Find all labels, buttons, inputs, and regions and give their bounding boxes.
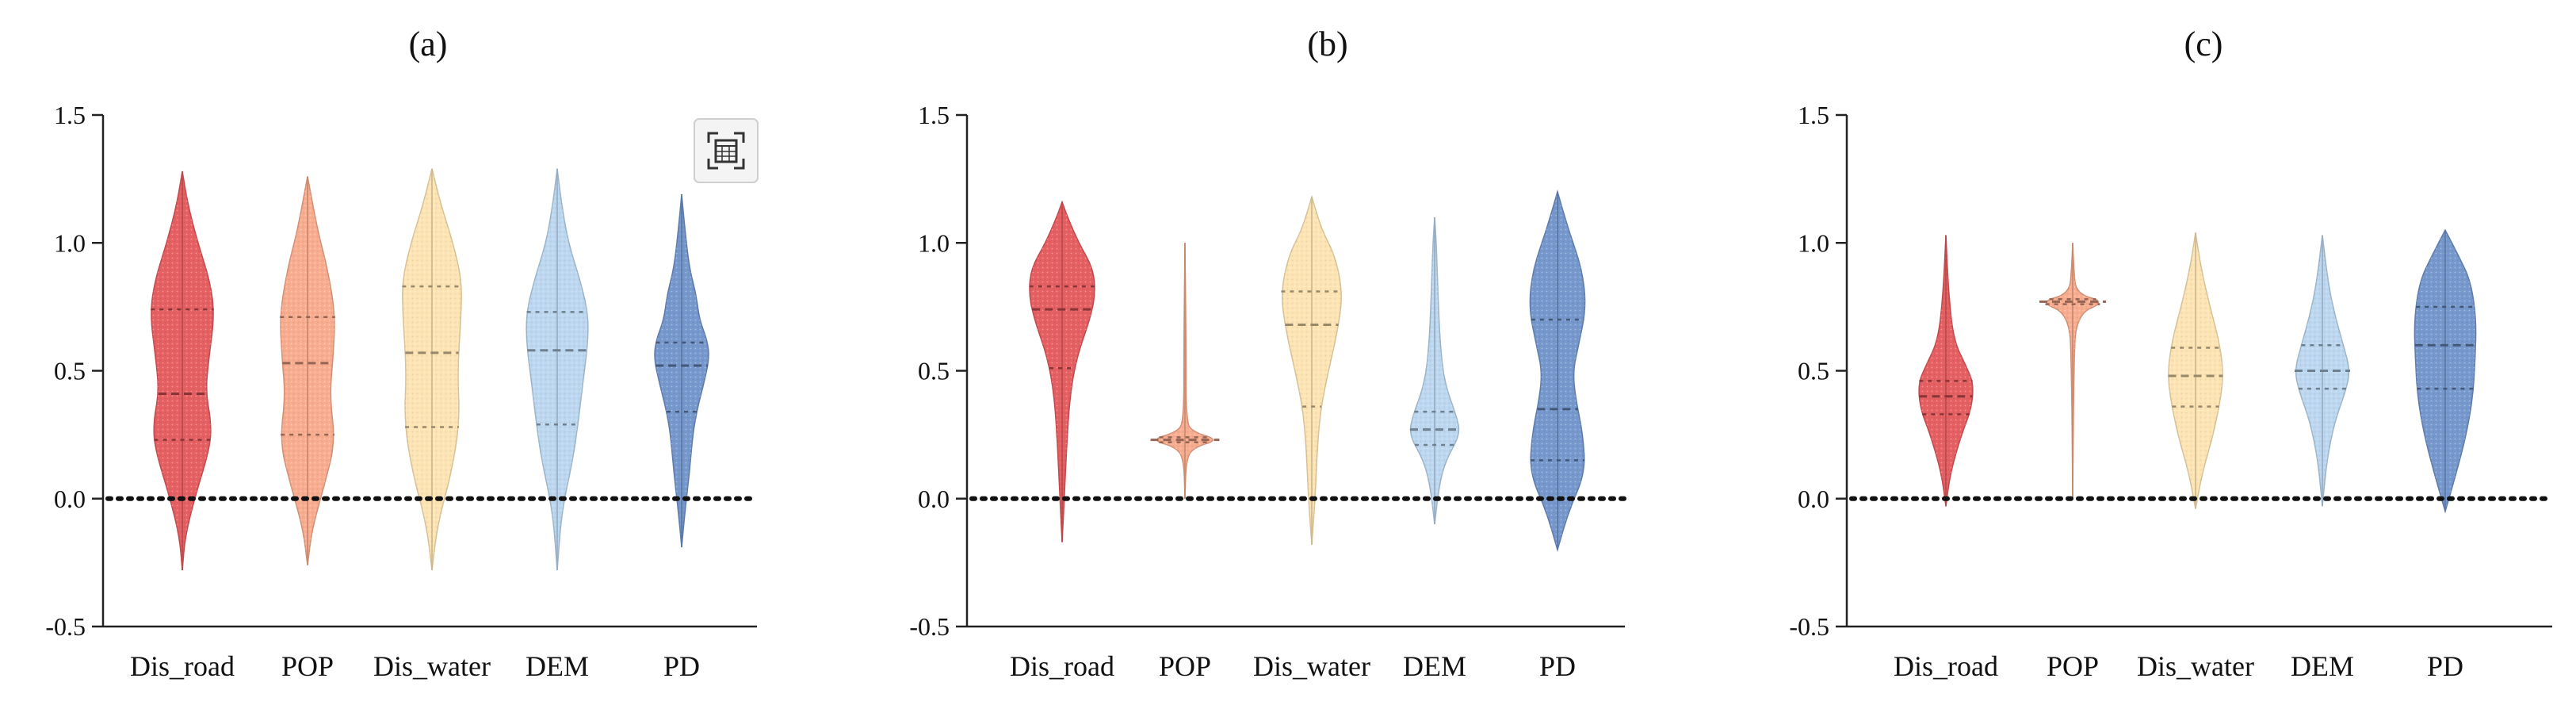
y-tick-label: 0.0 (54, 485, 86, 513)
calculator-icon (707, 132, 745, 170)
x-tick-label: PD (2427, 650, 2463, 682)
panel-title: (a) (409, 25, 448, 63)
x-tick-label: POP (1159, 650, 1211, 682)
y-tick-label: 1.0 (54, 228, 86, 257)
x-tick-label: Dis_water (2137, 650, 2254, 682)
panel-a: (a) -0.5 0.0 0.5 1.0 1.5 Dis_road POP Dis_water D… (45, 25, 759, 682)
x-tick-label: PD (1539, 650, 1576, 682)
x-tick-label: DEM (526, 650, 589, 682)
y-tick-label: 1.0 (918, 228, 950, 257)
panel-b: (b) -0.5 0.0 0.5 1.0 1.5 Dis_road POP Dis_water D… (909, 25, 1627, 682)
violin-dis-road (151, 171, 214, 571)
y-tick-label: 0.0 (918, 485, 950, 513)
y-tick-label: 1.5 (1798, 101, 1829, 129)
violin-dem (2295, 235, 2350, 507)
violin-pop (2039, 243, 2106, 499)
y-tick-label: 0.0 (1798, 485, 1829, 513)
violin-dis-water (402, 168, 462, 571)
x-tick-label: Dis_road (130, 650, 235, 682)
violin-dis-road (1918, 235, 1974, 507)
x-tick-label: POP (2047, 650, 2099, 682)
violin-dem (1409, 217, 1460, 525)
calculator-button[interactable] (694, 118, 759, 183)
violin-pd (1529, 190, 1586, 552)
violin-dem (526, 168, 589, 571)
y-tick-label: 1.5 (918, 101, 950, 129)
violin-pd (2414, 228, 2477, 514)
x-tick-label: Dis_road (1010, 650, 1114, 682)
y-tick-label: 0.5 (918, 357, 950, 385)
y-tick-label: 0.5 (54, 357, 86, 385)
x-tick-label: POP (281, 650, 334, 682)
x-tick-label: Dis_road (1894, 650, 1998, 682)
y-tick-label: 1.0 (1798, 228, 1829, 257)
y-tick-label: 1.5 (54, 101, 86, 129)
x-tick-label: DEM (1403, 650, 1466, 682)
violin-pd (654, 194, 709, 548)
violin-dis-water (2168, 232, 2223, 509)
panel-title: (b) (1307, 25, 1347, 63)
x-tick-label: Dis_water (1253, 650, 1370, 682)
y-tick-label: 0.5 (1798, 357, 1829, 385)
panel-title: (c) (2184, 25, 2223, 63)
violin-dis-road (1029, 200, 1095, 542)
panel-c: (c) -0.5 0.0 0.5 1.0 1.5 Dis_road POP Dis_water D… (1789, 25, 2555, 682)
y-tick-label: -0.5 (909, 612, 950, 641)
violin-pop (1150, 243, 1220, 499)
x-tick-label: PD (663, 650, 700, 682)
violin-pop (280, 176, 335, 565)
y-tick-label: -0.5 (1789, 612, 1829, 641)
x-tick-label: DEM (2291, 650, 2354, 682)
violin-dis-water (1281, 194, 1343, 545)
x-tick-label: Dis_water (373, 650, 491, 682)
y-tick-label: -0.5 (45, 612, 86, 641)
